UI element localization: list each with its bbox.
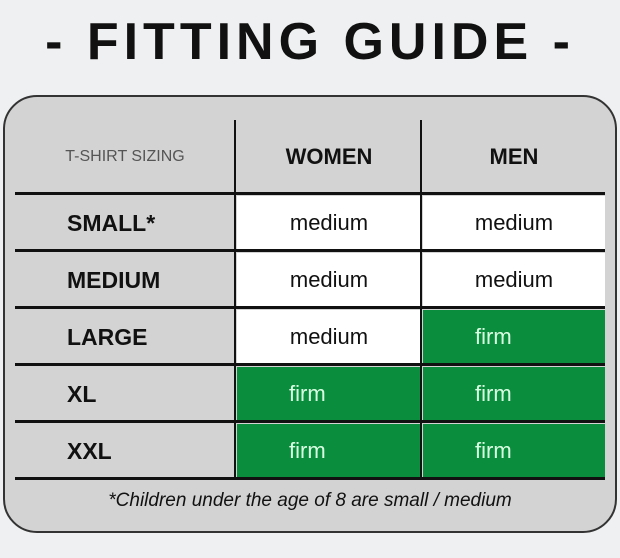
column-divider xyxy=(420,120,422,478)
cell-men-medium: medium xyxy=(423,253,605,307)
row-label-size: LARGE xyxy=(67,323,148,350)
row-divider xyxy=(15,306,605,309)
row-label-size: XXL xyxy=(67,437,112,464)
cell-women-medium: medium xyxy=(237,310,421,364)
cell-men-firm: firm xyxy=(423,367,605,421)
row-divider xyxy=(15,363,605,366)
header-women: WOMEN xyxy=(285,144,373,169)
row-divider xyxy=(15,249,605,252)
footnote: *Children under the age of 8 are small /… xyxy=(108,490,512,511)
row-label-size: XL xyxy=(67,380,97,407)
row-divider xyxy=(15,477,605,480)
cell-women-medium: medium xyxy=(237,196,421,250)
header-t-shirt-sizing: T-SHIRT SIZING xyxy=(65,148,185,165)
row-divider xyxy=(15,420,605,423)
page-title: - FITTING GUIDE - xyxy=(45,13,575,71)
cell-women-firm: firm xyxy=(237,424,421,478)
cell-women-medium: medium xyxy=(237,253,421,307)
column-divider xyxy=(234,120,236,478)
cell-men-medium: medium xyxy=(423,196,605,250)
cell-men-firm: firm xyxy=(423,424,605,478)
row-label-size: SMALL* xyxy=(67,209,156,236)
header-men: MEN xyxy=(489,144,539,169)
row-divider xyxy=(15,192,605,195)
cell-women-firm: firm xyxy=(237,367,421,421)
cell-men-firm: firm xyxy=(423,310,605,364)
row-label-size: MEDIUM xyxy=(67,266,161,293)
